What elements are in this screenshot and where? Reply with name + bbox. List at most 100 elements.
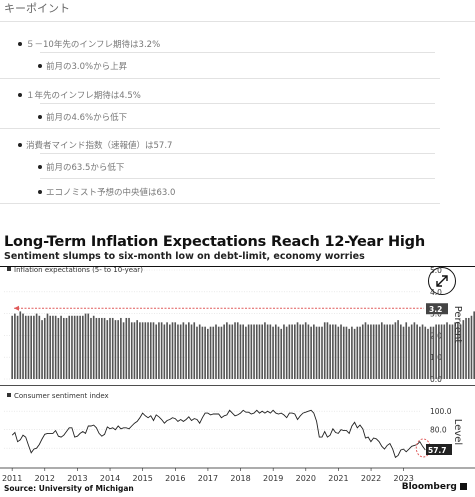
bar [394,322,397,379]
bar [380,322,383,379]
bar [353,328,356,379]
x-tick-label: 2018 [230,474,250,482]
bar [101,317,103,379]
bar [149,322,152,379]
bar [223,324,225,379]
bar [71,315,73,379]
bar [391,324,394,379]
bar [340,324,342,379]
bar [27,315,30,379]
chart-source: Source: University of Michigan [4,484,134,493]
x-tick-label: 2022 [361,474,381,482]
bar [451,324,454,379]
divider [40,103,435,104]
brand-name: Bloomberg [401,482,457,492]
bar [139,322,141,379]
bar [125,317,128,379]
bullet-icon [38,115,42,119]
bar [196,326,198,379]
bar [52,315,54,379]
bar [57,317,60,379]
bar [389,324,391,379]
expand-button[interactable] [428,267,456,295]
bar [250,324,253,379]
key-point-text: 前月の63.5から低下 [46,163,125,173]
bar [285,326,288,379]
key-point-text: エコノミスト予想の中央値は63.0 [46,188,176,198]
bar [277,326,280,379]
divider [40,153,435,154]
bullet-icon [18,93,22,97]
bar [231,324,234,379]
bar [109,317,111,379]
bar [261,324,264,379]
bar [288,324,291,379]
bar [280,328,283,379]
bar [321,326,323,379]
bar [345,326,348,379]
key-point-item: １年先のインフレ期待は4.5% [18,89,141,101]
bar [419,326,421,379]
last-value-label: 3.2 [429,305,442,314]
x-tick-label: 2015 [132,474,152,482]
bar [217,326,220,379]
bar [144,322,147,379]
bar [90,317,92,379]
bar [424,326,427,379]
bar [46,313,49,379]
bar [291,324,293,379]
y-tick-label: 100.0 [430,407,452,416]
bar [304,322,307,379]
bar [120,317,122,379]
bar [470,315,473,379]
last-value-tag [426,303,448,315]
bar [54,315,57,379]
bar [92,315,95,379]
key-point-text: ５－10年先のインフレ期待は3.2% [26,40,161,50]
key-points-title: キーポイント [4,2,70,15]
bar [106,320,109,379]
x-tick-label: 2023 [394,474,414,482]
bar [427,328,429,379]
bar [188,322,190,379]
x-axis: 2011 2012 2013 2014 2015 2016 2017 2018 2019 2020… [0,467,475,482]
bar [136,320,138,379]
bar [269,324,272,379]
key-point-subitem: 前月の63.5から低下 [38,161,125,173]
bar [255,324,258,379]
bar [264,322,266,379]
key-point-text: 前月の3.0%から上昇 [46,62,128,72]
bar [43,317,46,379]
bar [457,322,459,379]
key-point-subitem: 前月の3.0%から上昇 [38,60,128,72]
bar [35,313,38,379]
bar [296,322,299,379]
bar [228,324,231,379]
bar [11,315,13,379]
bar [239,324,242,379]
bullet-icon [18,143,22,147]
bar [103,317,106,379]
bar [147,322,149,379]
key-point-text: 消費者マインド指数（速報値）は57.7 [26,141,173,151]
bar [79,315,81,379]
bar [429,326,432,379]
bar [440,324,443,379]
bar [185,324,187,379]
sentiment-line [11,409,426,459]
bar [182,322,185,379]
bar [334,324,337,379]
y-axis-label: Level [452,419,463,445]
bar [62,317,65,379]
bar [207,328,209,379]
bar [247,324,250,379]
bar [193,322,196,379]
bullet-icon [18,42,22,46]
bar [283,324,285,379]
bar [356,326,359,379]
bar [386,324,389,379]
chart-title: Long-Term Inflation Expectations Reach 1… [4,234,425,250]
bar [49,315,52,379]
